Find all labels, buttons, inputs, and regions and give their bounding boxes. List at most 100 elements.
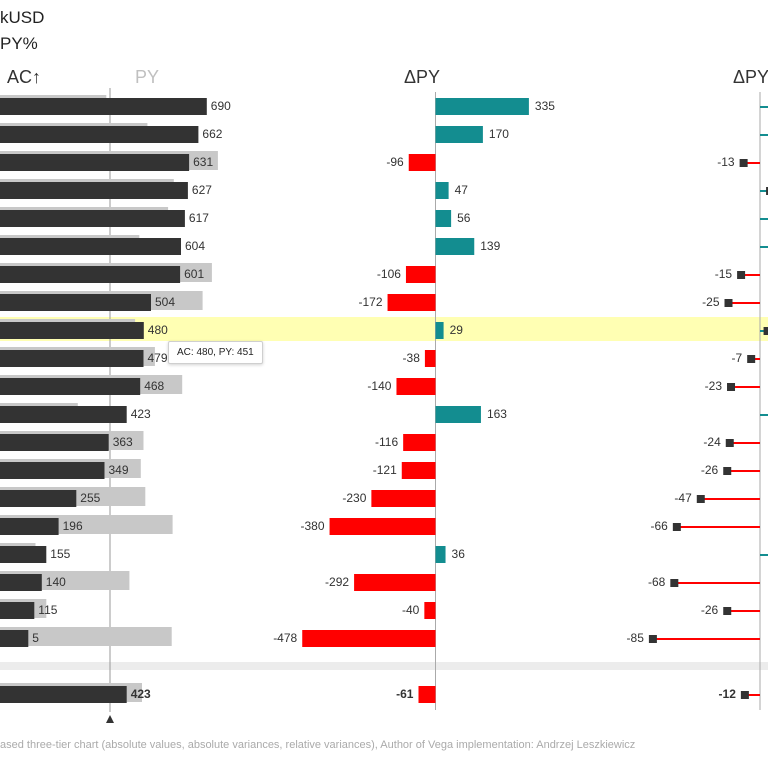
delta-label-12: -116 bbox=[375, 435, 398, 449]
total-separator bbox=[0, 662, 768, 670]
pct-label-10: -23 bbox=[705, 379, 723, 393]
unit-label: kUSD bbox=[0, 8, 45, 27]
pct-head-9 bbox=[747, 355, 756, 363]
pct-head-total bbox=[740, 691, 749, 699]
pct-head-2 bbox=[739, 159, 748, 167]
ac-label-5: 604 bbox=[185, 239, 205, 253]
pct-head-12 bbox=[725, 439, 734, 447]
pct-label-15: -66 bbox=[650, 519, 668, 533]
delta-panel-header: ΔPY bbox=[404, 67, 440, 87]
pct-label-total: -12 bbox=[719, 687, 737, 701]
pct-label-18: -26 bbox=[701, 603, 719, 617]
ac-label-6: 601 bbox=[184, 267, 204, 281]
bar-tooltip: AC: 480, PY: 451 bbox=[168, 341, 263, 364]
ac-label-14: 255 bbox=[80, 491, 100, 505]
ac-label-0: 690 bbox=[211, 99, 231, 113]
ac-label-2: 631 bbox=[193, 155, 213, 169]
ac-label-9: 479 bbox=[148, 351, 168, 365]
delta-bar-6 bbox=[405, 266, 436, 283]
pct-label-14: -47 bbox=[674, 491, 692, 505]
metric-label: PY% bbox=[0, 34, 38, 53]
delta-pct-panel-header: ΔPY bbox=[733, 67, 768, 87]
ac-label-12: 363 bbox=[113, 435, 133, 449]
delta-label-5: 139 bbox=[480, 239, 500, 253]
ac-bar-16 bbox=[0, 546, 47, 563]
ac-label-18: 115 bbox=[38, 603, 57, 617]
ac-bar-13 bbox=[0, 462, 105, 479]
ac-bar-total bbox=[0, 686, 127, 703]
ac-bar-4 bbox=[0, 210, 185, 227]
py-panel-header: PY bbox=[135, 67, 159, 87]
pct-head-19 bbox=[648, 635, 657, 643]
ac-label-19: 5 bbox=[32, 631, 39, 645]
delta-label-13: -121 bbox=[373, 463, 397, 477]
ac-bar-8 bbox=[0, 322, 144, 339]
ac-bar-14 bbox=[0, 490, 77, 507]
delta-label-14: -230 bbox=[342, 491, 366, 505]
py-bar-19 bbox=[0, 627, 172, 646]
ac-label-8: 480 bbox=[148, 323, 168, 337]
delta-label-6: -106 bbox=[377, 267, 401, 281]
ac-label-11: 423 bbox=[131, 407, 151, 421]
ac-bar-15 bbox=[0, 518, 59, 535]
delta-bar-3 bbox=[435, 182, 449, 199]
ac-label-1: 662 bbox=[202, 127, 222, 141]
pct-head-14 bbox=[696, 495, 705, 503]
ac-axis-marker bbox=[106, 715, 114, 723]
pct-head-7 bbox=[724, 299, 733, 307]
delta-label-11: 163 bbox=[487, 407, 507, 421]
delta-bar-14 bbox=[371, 490, 436, 507]
delta-label-16: 36 bbox=[452, 547, 466, 561]
delta-label-10: -140 bbox=[367, 379, 391, 393]
delta-label-17: -292 bbox=[325, 575, 349, 589]
pct-head-6 bbox=[737, 271, 746, 279]
ac-label-10: 468 bbox=[144, 379, 164, 393]
pct-label-2: -13 bbox=[717, 155, 735, 169]
delta-label-7: -172 bbox=[359, 295, 383, 309]
pct-head-15 bbox=[672, 523, 681, 531]
ac-bar-7 bbox=[0, 294, 151, 311]
delta-label-3: 47 bbox=[455, 183, 469, 197]
delta-bar-1 bbox=[435, 126, 483, 143]
ac-label-3: 627 bbox=[192, 183, 212, 197]
delta-bar-16 bbox=[435, 546, 446, 563]
ac-label-4: 617 bbox=[189, 211, 209, 225]
delta-bar-7 bbox=[387, 294, 436, 311]
ac-bar-1 bbox=[0, 126, 199, 143]
ac-bar-9 bbox=[0, 350, 144, 367]
delta-bar-2 bbox=[408, 154, 436, 171]
ac-panel-header: AC↑ bbox=[7, 67, 41, 87]
delta-bar-15 bbox=[329, 518, 436, 535]
pct-head-8 bbox=[763, 327, 768, 335]
delta-label-4: 56 bbox=[457, 211, 471, 225]
delta-bar-4 bbox=[435, 210, 452, 227]
pct-label-9: -7 bbox=[732, 351, 743, 365]
delta-bar-18 bbox=[424, 602, 436, 619]
ac-bar-19 bbox=[0, 630, 29, 647]
pct-label-17: -68 bbox=[648, 575, 666, 589]
delta-label-0: 335 bbox=[535, 99, 555, 113]
delta-bar-17 bbox=[354, 574, 436, 591]
delta-bar-total bbox=[418, 686, 436, 703]
pct-head-13 bbox=[723, 467, 732, 475]
delta-label-2: -96 bbox=[386, 155, 404, 169]
chart-footer: ased three-tier chart (absolute values, … bbox=[0, 739, 636, 751]
delta-bar-19 bbox=[302, 630, 436, 647]
ac-label-17: 140 bbox=[46, 575, 66, 589]
ac-bar-0 bbox=[0, 98, 207, 115]
delta-label-total: -61 bbox=[396, 687, 414, 701]
ac-label-15: 196 bbox=[63, 519, 83, 533]
ac-label-total: 423 bbox=[131, 687, 151, 701]
delta-bar-8 bbox=[435, 322, 444, 339]
delta-label-18: -40 bbox=[402, 603, 420, 617]
ac-bar-5 bbox=[0, 238, 181, 255]
pct-head-3 bbox=[766, 187, 768, 195]
pct-label-12: -24 bbox=[703, 435, 721, 449]
pct-label-19: -85 bbox=[627, 631, 645, 645]
ac-bar-6 bbox=[0, 266, 181, 283]
delta-label-15: -380 bbox=[301, 519, 325, 533]
ac-bar-11 bbox=[0, 406, 127, 423]
pct-label-6: -15 bbox=[715, 267, 733, 281]
ac-bar-12 bbox=[0, 434, 109, 451]
